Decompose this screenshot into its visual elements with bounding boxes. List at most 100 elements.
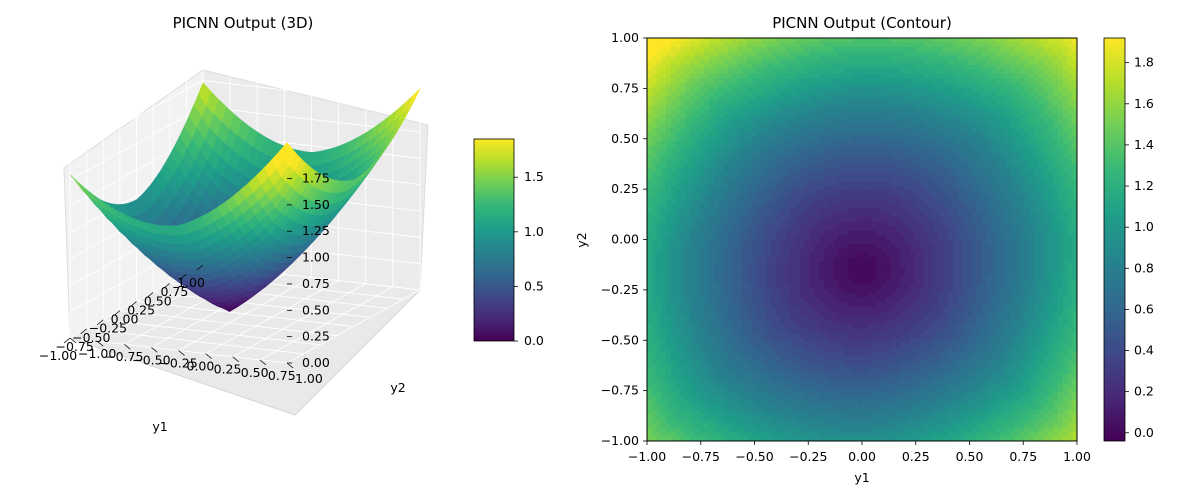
contour-cell [809,239,815,245]
contour-cell [737,185,744,191]
contour-cell [790,46,796,53]
contour-cell [699,226,705,232]
contour-cell [785,38,791,44]
contour-cell [685,387,691,393]
contour-cell [766,257,772,263]
contour-cell [647,405,653,411]
contour-cell [809,279,815,285]
contour-cell [823,351,830,357]
contour-cell [756,315,763,321]
contour-cell [823,275,830,281]
contour-cell [833,42,839,48]
contour-cell [680,69,686,75]
contour-cell [814,266,820,272]
contour-cell [862,315,868,321]
contour-cell [756,230,763,236]
contour-cell [661,423,667,429]
contour-cell [842,436,849,441]
contour-cell [857,230,863,236]
contour-cell [833,355,839,361]
contour-cell [680,235,686,241]
contour-cell [661,360,667,366]
contour-cell [747,351,753,357]
contour-cell [694,114,701,120]
contour-cell [670,329,677,335]
contour-cell [847,306,854,312]
contour-cell [814,257,820,263]
contour-cell [838,414,844,420]
contour-cell [728,78,734,84]
contour-cell [819,82,825,88]
contour-cell [819,373,825,379]
contour-cell [699,306,705,312]
z-tick-label: 0.75 [302,276,330,291]
contour-cell [790,96,796,102]
contour-cell [776,226,782,232]
contour-cell [852,418,858,424]
contour-cell [704,288,710,294]
contour-cell [685,127,691,133]
contour-cell [656,364,662,370]
contour-cell [833,194,839,200]
contour-cell [756,400,763,406]
contour-cell [699,145,705,151]
contour-cell [709,387,715,393]
contour-cell [699,114,705,120]
contour-cell [756,109,763,115]
contour-cell [809,230,815,236]
contour-cell [819,369,825,375]
contour-cell [814,118,820,124]
contour-cell [790,252,796,259]
contour-cell [752,172,758,178]
contour-cell [733,190,739,196]
contour-cell [704,203,710,209]
contour-cell [785,55,791,61]
contour-cell [833,46,839,53]
contour-cell [742,176,748,182]
contour-cell [819,315,825,321]
contour-cell [776,338,782,344]
contour-cell [737,154,744,160]
contour-cell [694,355,701,361]
contour-cell [809,235,815,241]
contour-cell [647,46,653,53]
contour-cell [656,140,662,147]
contour-cell [709,391,715,397]
contour-cell [847,432,854,438]
contour-cell [862,391,868,397]
contour-cell [776,288,782,294]
contour-cell [823,333,830,339]
contour-cell [842,132,849,138]
contour-cell [723,132,729,138]
contour-cell [804,239,811,245]
contour-cell [862,355,868,361]
contour-cell [723,293,729,299]
contour-cell [651,364,658,370]
contour-cell [670,181,677,187]
y-tick-label: −0.75 [105,349,143,364]
contour-cell [804,154,811,160]
contour-cell [804,176,811,182]
contour-cell [795,378,801,384]
contour-cell [709,91,715,97]
contour-cell [838,432,844,438]
contour-cell [785,203,791,209]
contour-cell [819,194,825,200]
contour-cell [795,306,801,312]
contour-cell [833,266,839,272]
contour-cell [728,320,734,326]
contour-cell [847,51,854,57]
contour-cell [694,91,701,97]
contour-cell [857,194,863,200]
contour-cell [756,38,763,44]
contour-cell [814,230,820,236]
contour-cell [723,306,729,312]
contour-cell [862,69,868,75]
contour-cell [809,91,815,97]
contour-cell [733,100,739,106]
contour-cell [790,315,796,321]
contour-cell [699,172,705,178]
contour-cell [733,172,739,178]
contour-cell [847,64,854,70]
contour-cell [857,405,863,411]
